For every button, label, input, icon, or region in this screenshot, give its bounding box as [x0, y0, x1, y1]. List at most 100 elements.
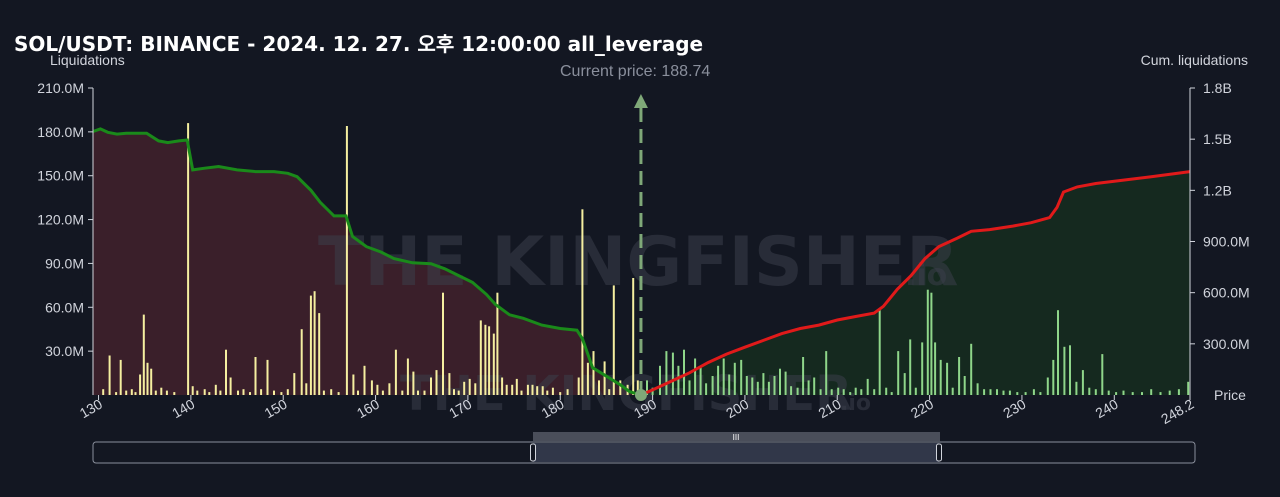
bar	[722, 358, 725, 395]
bar	[790, 386, 793, 395]
bar	[313, 291, 316, 395]
x-tick-label: 240	[1093, 396, 1121, 422]
bar	[1141, 392, 1143, 395]
bar	[165, 390, 168, 395]
bar	[773, 376, 776, 395]
bar	[430, 377, 432, 395]
bar	[511, 384, 514, 395]
range-slider-window[interactable]	[533, 443, 939, 462]
range-slider-thumb-bar[interactable]	[533, 432, 940, 441]
x-tick-label: 140	[169, 396, 197, 422]
y-tick-label: 120.0M	[37, 212, 84, 228]
range-slider-grip-icon[interactable]: III	[733, 433, 740, 442]
bar	[989, 389, 992, 395]
bar	[448, 373, 451, 395]
bar	[115, 392, 118, 395]
bar	[694, 358, 697, 395]
watermark-text-2: THE KINGFISHER	[400, 366, 852, 422]
range-slider-left-handle[interactable]	[530, 443, 536, 462]
bar	[688, 380, 691, 395]
chart-title: SOL/USDT: BINANCE - 2024. 12. 27. 오후 12:…	[14, 32, 704, 56]
bar	[909, 339, 912, 395]
bar	[119, 359, 122, 395]
bar	[363, 365, 366, 395]
bar	[453, 389, 455, 395]
bar	[756, 381, 759, 395]
bar	[300, 329, 303, 395]
long-cum-line	[92, 127, 642, 397]
bar	[1177, 389, 1180, 395]
bar	[873, 389, 876, 395]
bar	[885, 387, 888, 395]
bar	[388, 383, 391, 395]
bar	[293, 373, 296, 395]
bar	[546, 390, 549, 395]
bar	[203, 389, 206, 395]
bar	[837, 387, 840, 395]
bar	[711, 376, 714, 395]
bar	[921, 342, 924, 395]
x-tick-label: 220	[908, 396, 936, 422]
bar	[926, 289, 929, 395]
y2-tick-label: 600.0M	[1203, 285, 1250, 301]
bar	[214, 384, 217, 395]
bar	[108, 355, 111, 395]
bar	[154, 390, 157, 395]
bar	[305, 383, 308, 395]
bar	[229, 377, 232, 395]
bar	[417, 390, 419, 395]
range-slider[interactable]: III	[92, 432, 1196, 464]
bar	[586, 362, 589, 395]
bar	[1024, 392, 1027, 395]
bar	[442, 292, 444, 395]
bar	[659, 365, 661, 395]
bar	[1075, 381, 1078, 395]
bar	[406, 358, 409, 395]
range-slider-track[interactable]	[92, 441, 1196, 464]
bar	[970, 343, 973, 395]
bar	[345, 126, 348, 395]
bar	[1057, 310, 1059, 395]
bar	[1046, 377, 1049, 395]
bar	[807, 380, 810, 395]
bar	[1088, 387, 1091, 395]
bar	[130, 389, 133, 395]
bar	[930, 292, 933, 395]
bar	[208, 392, 211, 395]
bar	[191, 386, 194, 395]
bar	[903, 373, 906, 395]
bar	[897, 351, 900, 395]
short-cum-line	[640, 170, 1191, 397]
bar	[699, 367, 702, 395]
bar	[474, 383, 477, 395]
bar-layer	[102, 123, 1190, 395]
bar	[225, 349, 227, 395]
bar	[266, 359, 269, 395]
bar	[825, 351, 828, 395]
y2-tick-label: 1.2B	[1203, 182, 1232, 198]
bar	[1039, 392, 1042, 395]
y-tick-label: 30.0M	[45, 343, 84, 359]
bar	[842, 389, 845, 395]
bar	[830, 389, 833, 395]
bar	[318, 313, 321, 395]
y-axis-label: Liquidations	[50, 52, 125, 68]
range-slider-right-handle[interactable]	[936, 443, 942, 462]
bar	[412, 371, 415, 395]
y2-tick-label: 1.8B	[1203, 80, 1232, 96]
bar	[934, 342, 937, 395]
bar	[854, 387, 857, 395]
bar	[1063, 346, 1066, 395]
bar	[671, 352, 674, 395]
bar	[330, 389, 333, 395]
y-tick-label: 60.0M	[45, 299, 84, 315]
bar	[468, 378, 471, 395]
bar	[531, 384, 534, 395]
x-tick-label: 230	[1000, 396, 1028, 422]
bar	[1168, 390, 1171, 395]
bar	[603, 361, 606, 395]
bar	[1002, 390, 1005, 395]
bar	[951, 387, 954, 395]
bar	[983, 389, 986, 395]
bar	[976, 383, 979, 395]
